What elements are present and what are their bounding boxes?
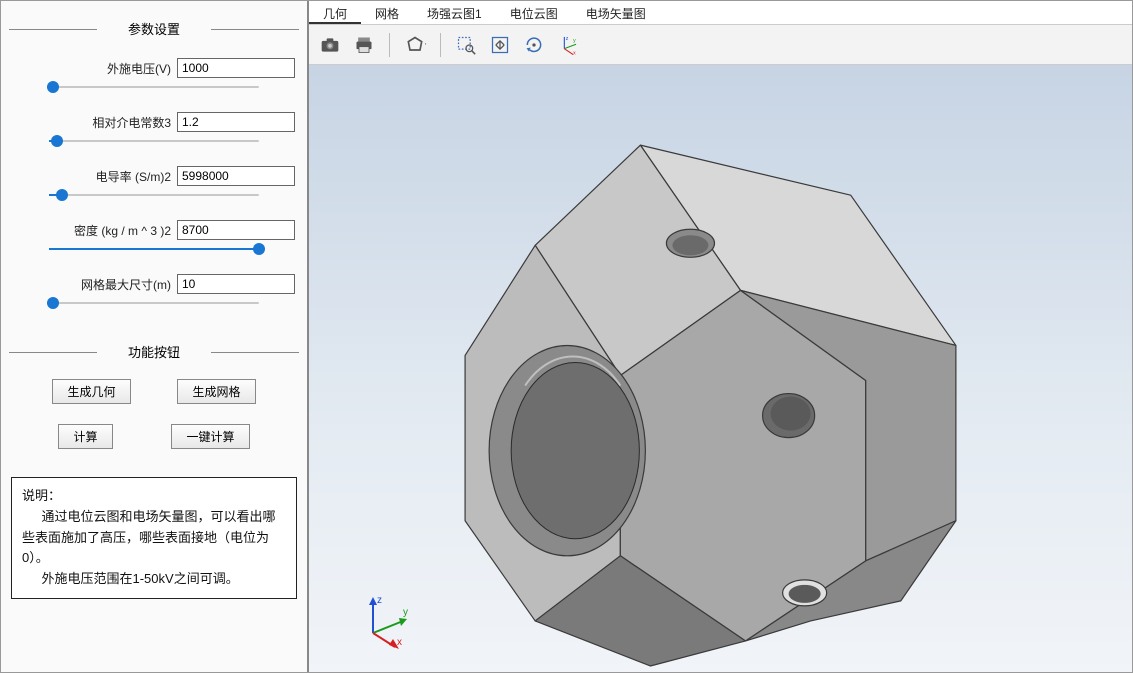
tab-电场矢量图[interactable]: 电场矢量图 bbox=[572, 1, 660, 24]
description-box: 说明： 通过电位云图和电场矢量图，可以看出哪些表面施加了高压，哪些表面接地（电位… bbox=[11, 477, 297, 599]
compute-button[interactable]: 计算 bbox=[58, 424, 112, 449]
section-title-buttons: 功能按钮 bbox=[9, 342, 299, 361]
camera-icon[interactable] bbox=[315, 30, 345, 60]
main-area: 几何网格场强云图1电位云图电场矢量图 ▾zyx bbox=[309, 1, 1132, 672]
triad-icon[interactable]: zy x bbox=[553, 30, 583, 60]
svg-text:▾: ▾ bbox=[425, 41, 426, 48]
description-title: 说明： bbox=[22, 486, 286, 507]
param-label: 外施电压(V) bbox=[13, 60, 173, 77]
param-input-3[interactable] bbox=[177, 220, 295, 240]
generate-mesh-button[interactable]: 生成网格 bbox=[177, 379, 255, 404]
param-input-0[interactable] bbox=[177, 58, 295, 78]
toolbar-separator bbox=[389, 33, 390, 57]
param-label: 网格最大尺寸(m) bbox=[13, 276, 173, 293]
model-render bbox=[309, 65, 1132, 672]
param-slider-4[interactable] bbox=[49, 296, 259, 310]
toolbar-separator bbox=[440, 33, 441, 57]
param-input-1[interactable] bbox=[177, 112, 295, 132]
polygon-icon[interactable]: ▾ bbox=[400, 30, 430, 60]
zoom-fit-icon[interactable] bbox=[485, 30, 515, 60]
zoom-select-icon[interactable] bbox=[451, 30, 481, 60]
section-title-params: 参数设置 bbox=[9, 19, 299, 38]
tab-场强云图1[interactable]: 场强云图1 bbox=[413, 1, 496, 24]
axis-triad: z y x bbox=[355, 591, 415, 654]
generate-geometry-button[interactable]: 生成几何 bbox=[52, 379, 130, 404]
param-input-4[interactable] bbox=[177, 274, 295, 294]
sidebar: 参数设置 外施电压(V) 相对介电常数3 电导率 (S/m)2 密度 (kg / m … bbox=[1, 1, 309, 672]
tab-几何[interactable]: 几何 bbox=[309, 1, 361, 24]
tab-电位云图[interactable]: 电位云图 bbox=[496, 1, 572, 24]
param-label: 密度 (kg / m ^ 3 )2 bbox=[13, 222, 173, 239]
svg-text:y: y bbox=[403, 607, 408, 618]
tab-bar: 几何网格场强云图1电位云图电场矢量图 bbox=[309, 1, 1132, 25]
viewport-3d[interactable]: z y x bbox=[309, 65, 1132, 672]
rotate-icon[interactable] bbox=[519, 30, 549, 60]
param-label: 电导率 (S/m)2 bbox=[13, 168, 173, 185]
param-input-2[interactable] bbox=[177, 166, 295, 186]
param-slider-0[interactable] bbox=[49, 80, 259, 94]
onekey-compute-button[interactable]: 一键计算 bbox=[171, 424, 249, 449]
param-label: 相对介电常数3 bbox=[13, 114, 173, 131]
svg-text:x: x bbox=[573, 50, 576, 55]
param-slider-1[interactable] bbox=[49, 134, 259, 148]
print-icon[interactable] bbox=[349, 30, 379, 60]
description-p1: 通过电位云图和电场矢量图，可以看出哪些表面施加了高压，哪些表面接地（电位为0）。 bbox=[22, 507, 286, 569]
description-p2: 外施电压范围在1-50kV之间可调。 bbox=[22, 569, 286, 590]
param-slider-3[interactable] bbox=[49, 242, 259, 256]
svg-text:y: y bbox=[573, 38, 576, 44]
svg-text:z: z bbox=[566, 35, 569, 41]
svg-text:z: z bbox=[377, 595, 382, 606]
tab-网格[interactable]: 网格 bbox=[361, 1, 413, 24]
svg-text:x: x bbox=[397, 637, 402, 648]
param-slider-2[interactable] bbox=[49, 188, 259, 202]
toolbar: ▾ zy x bbox=[309, 25, 1132, 65]
